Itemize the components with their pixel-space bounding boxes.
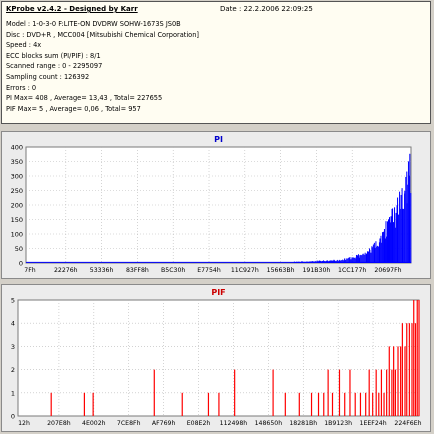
info-line-sampling: Sampling count : 126392 — [6, 72, 90, 81]
x-tick-label: 7CE8Fh — [117, 420, 141, 427]
info-line-errors: Errors : 0 — [6, 83, 37, 92]
info-line-ecc: ECC blocks sum (PI/PIF) : 8/1 — [6, 51, 101, 60]
x-tick-label: 1CC177h — [338, 267, 366, 274]
x-tick-label: AF769h — [152, 420, 176, 427]
x-tick-label: 11C927h — [231, 267, 259, 274]
pi-chart: PI 0 50 100 150 200 250 300 350 400 7Fh 22276h 53336… — [11, 135, 412, 274]
x-tick-label: 191B30h — [302, 267, 330, 274]
y-tick-label: 1 — [11, 389, 15, 397]
x-tick-label: 207E8h — [47, 420, 71, 427]
x-tick-label: E08E2h — [187, 420, 211, 427]
y-tick-label: 250 — [11, 187, 23, 195]
x-tick-label: 20697Fh — [374, 267, 401, 274]
x-tick-label: 1B9123h — [324, 420, 352, 427]
pi-chart-panel: PI 0 50 100 150 200 250 300 350 400 7Fh 22276h 53336… — [1, 131, 431, 279]
app-title: KProbe v2.4.2 - Designed by Karr — [6, 5, 138, 13]
scan-date: Date : 22.2.2006 22:09:25 — [220, 5, 313, 13]
x-tick-label: 12h — [18, 420, 30, 427]
chart-title: PI — [214, 135, 223, 144]
y-tick-label: 50 — [15, 245, 23, 253]
pif-chart-panel: PIF 0 1 2 3 4 5 12h 207E8h 4E002h 7CE8Fh AF769h E08E… — [1, 284, 431, 432]
y-tick-label: 150 — [11, 216, 23, 224]
x-tick-label: 15663Bh — [267, 267, 295, 274]
x-tick-label: 224F6Eh — [394, 420, 421, 427]
y-tick-label: 0 — [19, 260, 23, 268]
y-tick-label: 4 — [11, 320, 15, 328]
y-tick-label: 5 — [11, 297, 15, 305]
x-tick-label: 148650h — [255, 420, 283, 427]
scan-info-panel: KProbe v2.4.2 - Designed by Karr Date : … — [1, 1, 431, 124]
y-tick-label: 3 — [11, 343, 15, 351]
info-line-range: Scanned range : 0 - 2295097 — [6, 62, 103, 71]
info-line-pif-stats: PIF Max= 5 , Average= 0,06 , Total= 957 — [6, 104, 141, 113]
x-tick-label: 112498h — [220, 420, 248, 427]
x-tick-label: 83FF8h — [126, 267, 149, 274]
info-line-model: Model : 1-0-3-0 F:LITE-ON DVDRW SOHW-167… — [6, 20, 181, 28]
y-tick-label: 350 — [11, 158, 23, 166]
x-tick-label: 7Fh — [24, 267, 35, 274]
chart-title: PIF — [211, 288, 225, 297]
y-tick-label: 400 — [11, 144, 23, 152]
x-tick-label: 18281Bh — [289, 420, 317, 427]
y-tick-label: 0 — [11, 413, 15, 421]
y-tick-label: 100 — [11, 231, 23, 239]
scan-info-list: Model : 1-0-3-0 F:LITE-ON DVDRW SOHW-167… — [6, 19, 199, 114]
x-tick-label: 22276h — [54, 267, 78, 274]
x-tick-label: B5C30h — [161, 267, 185, 274]
x-tick-label: 1EEF24h — [360, 420, 387, 427]
pif-chart: PIF 0 1 2 3 4 5 12h 207E8h 4E002h 7CE8Fh AF769h E08E… — [11, 288, 422, 427]
x-tick-label: 4E002h — [82, 420, 106, 427]
x-tick-label: 53336h — [90, 267, 114, 274]
y-tick-label: 300 — [11, 173, 23, 181]
info-line-disc: Disc : DVD+R , MCC004 [Mitsubishi Chemic… — [6, 30, 199, 39]
y-tick-label: 200 — [11, 202, 23, 210]
x-tick-label: E7754h — [197, 267, 221, 274]
info-line-pi-stats: PI Max= 408 , Average= 13,43 , Total= 22… — [6, 94, 163, 103]
info-line-speed: Speed : 4x — [6, 41, 42, 50]
y-tick-label: 2 — [11, 366, 15, 374]
